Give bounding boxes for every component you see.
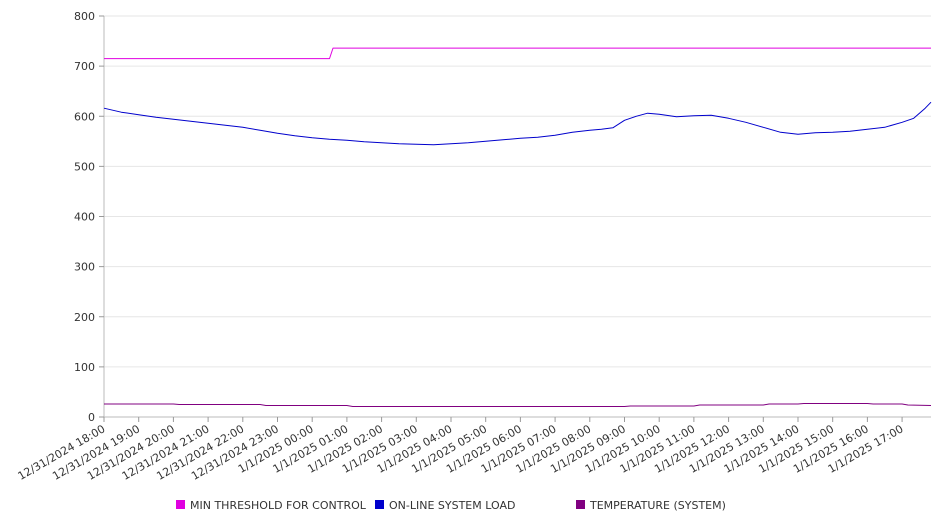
y-tick-label: 100 [74, 361, 95, 374]
y-tick-label: 0 [88, 411, 95, 424]
series-line-1 [103, 101, 932, 146]
y-tick-label: 800 [74, 10, 95, 23]
gridlines [104, 15, 931, 368]
series-line-0 [104, 47, 931, 60]
legend-swatch [176, 500, 185, 509]
legend: MIN THRESHOLD FOR CONTROL ON-LINE SYSTEM … [176, 499, 726, 512]
y-tick-label: 400 [74, 211, 95, 224]
y-tick-label: 600 [74, 110, 95, 123]
legend-swatch [576, 500, 585, 509]
legend-label: TEMPERATURE (SYSTEM) [589, 499, 726, 512]
y-tick-label: 700 [74, 60, 95, 73]
y-tick-label: 300 [74, 261, 95, 274]
legend-label: MIN THRESHOLD FOR CONTROL [190, 499, 367, 512]
y-tick-label: 200 [74, 311, 95, 324]
series-lines [103, 47, 932, 407]
legend-label: ON-LINE SYSTEM LOAD [389, 499, 515, 512]
series-line-2 [104, 403, 932, 407]
y-tick-label: 500 [74, 160, 95, 173]
legend-swatch [375, 500, 384, 509]
y-axis-ticks: 0 100 200 300 400 500 600 700 800 [74, 10, 104, 424]
